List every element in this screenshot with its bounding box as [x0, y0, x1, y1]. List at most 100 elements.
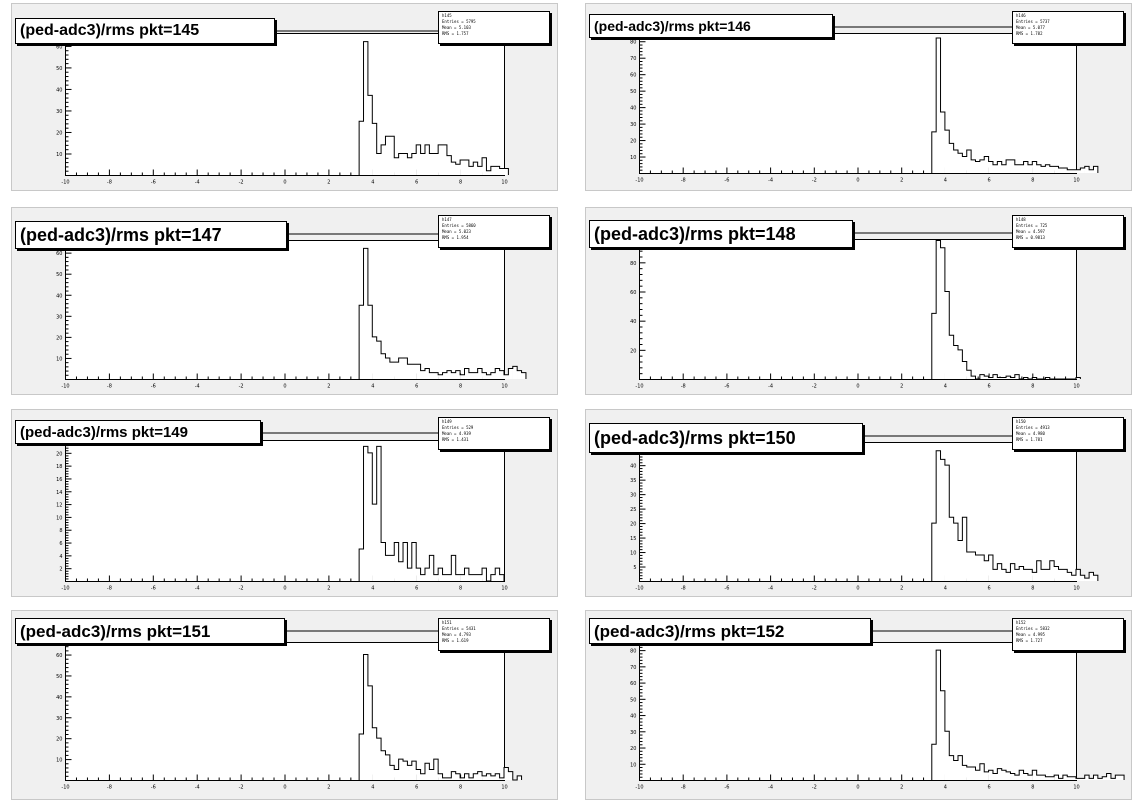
x-axis-tick-label: -8: [107, 180, 112, 186]
histogram-bin: [1080, 168, 1085, 173]
histogram-bin: [971, 767, 976, 780]
y-axis-tick-label: 8: [59, 528, 62, 534]
histogram-bin: [940, 459, 945, 581]
stats-name: h150: [1016, 419, 1026, 424]
histogram-pad-145: -10 -8 -6 -4 -2 0 2 4 6 8 10 10 20 30 40 50 60 (ped-adc3…: [11, 3, 558, 191]
x-axis-tick-label: 4: [944, 384, 947, 390]
x-axis-tick-label: 6: [415, 785, 418, 791]
histogram-bin: [455, 773, 461, 780]
x-axis-tick-label: 8: [1031, 586, 1034, 592]
stats-box: h151 Entries = 5431 Mean = 4.793 RMS = 1…: [438, 618, 550, 651]
histogram-bin: [464, 773, 469, 780]
histogram-bin: [367, 305, 373, 379]
histogram-bin: [1102, 776, 1107, 780]
histogram-title: (ped-adc3)/rms pkt=149: [15, 420, 261, 444]
histogram-bin: [438, 144, 443, 175]
histogram-bin: [367, 452, 373, 581]
histogram-bin: [958, 540, 963, 581]
histogram-bin: [1036, 164, 1042, 173]
histogram-bin: [1089, 778, 1094, 780]
x-axis-tick-label: 0: [283, 384, 286, 390]
histogram-bin: [486, 374, 491, 379]
histogram-bin: [438, 568, 443, 581]
x-axis-tick-label: 4: [371, 180, 374, 186]
histogram-bin: [1036, 775, 1042, 780]
y-axis-tick-label: 10: [630, 762, 636, 768]
stats-name: h145: [442, 13, 452, 18]
histogram-bin: [971, 552, 976, 581]
histogram-bin: [464, 368, 469, 379]
histogram-pad-147: -10 -8 -6 -4 -2 0 2 4 6 8 10 10 20 30 40 50 60 (ped-adc3…: [11, 207, 558, 395]
histogram-bin: [1062, 569, 1068, 581]
histogram-bin: [979, 374, 985, 379]
histogram-bin: [376, 738, 382, 780]
histogram-title: (ped-adc3)/rms pkt=148: [589, 220, 853, 248]
y-axis-tick-label: 60: [630, 73, 636, 79]
histogram-bin: [398, 759, 404, 780]
x-axis-tick-label: -4: [768, 178, 773, 184]
histogram-bin: [940, 690, 945, 780]
stats-entries: Entries = 5860: [442, 223, 476, 228]
histogram-bin: [429, 153, 434, 175]
x-axis-tick-label: -2: [239, 384, 244, 390]
y-axis-tick-label: 70: [630, 665, 636, 671]
histogram-bin: [1014, 569, 1020, 581]
histogram-title: (ped-adc3)/rms pkt=147: [15, 221, 287, 249]
x-axis-tick-label: -2: [812, 586, 817, 592]
histogram-bin: [971, 376, 976, 379]
histogram-plot: -10 -8 -6 -4 -2 0 2 4 6 8 10 2 4 6 8 10 12 14 16 18 20: [56, 432, 508, 592]
histogram-bin: [1076, 569, 1081, 581]
histogram-bin: [958, 755, 963, 780]
histogram-bin: [442, 372, 447, 379]
histogram-bin: [1014, 775, 1020, 780]
stats-mean: Mean = 5.077: [1016, 25, 1045, 30]
x-axis-tick-label: 2: [900, 384, 903, 390]
histogram-bin: [482, 775, 487, 780]
histogram-bin: [1089, 169, 1094, 173]
y-axis-tick-label: 80: [630, 261, 636, 267]
histogram-bin: [433, 759, 439, 780]
y-axis-tick-label: 60: [56, 251, 62, 257]
y-axis-tick-label: 70: [630, 56, 636, 62]
y-axis-tick-label: 2: [59, 567, 62, 573]
histogram-bin: [381, 750, 386, 780]
y-axis-tick-label: 10: [56, 356, 62, 362]
stats-box: h150 Entries = 4913 Mean = 4.980 RMS = 1…: [1012, 417, 1124, 450]
x-axis-tick-label: -6: [151, 180, 156, 186]
x-axis-tick-label: 8: [459, 180, 462, 186]
histogram-bin: [376, 446, 382, 581]
y-axis-tick-label: 12: [56, 503, 62, 509]
x-axis-tick-label: -10: [61, 180, 69, 186]
y-axis-tick-label: 60: [56, 653, 62, 659]
histogram-bin: [482, 157, 487, 175]
histogram-bins: [931, 37, 1098, 173]
histogram-bin: [416, 769, 421, 780]
histogram-bin: [499, 777, 504, 780]
plot-frame: [639, 239, 1077, 380]
histogram-bin: [442, 144, 447, 175]
x-axis-tick-label: 0: [856, 586, 859, 592]
x-axis-tick-label: 4: [371, 586, 374, 592]
histogram-bins: [931, 240, 1081, 379]
y-axis-tick-label: 20: [630, 746, 636, 752]
histogram-bin: [1010, 773, 1015, 780]
histogram-bin: [424, 568, 430, 581]
x-axis-tick-label: 10: [501, 785, 507, 791]
histogram-bin: [1093, 775, 1098, 780]
histogram-bin: [512, 366, 518, 379]
histogram-outline: [358, 445, 505, 582]
histogram-bin: [504, 168, 509, 175]
histogram-bin: [1036, 560, 1042, 581]
histogram-bin: [1010, 159, 1015, 173]
x-axis-tick-label: -2: [812, 178, 817, 184]
histogram-bin: [1019, 770, 1024, 780]
x-axis-tick-label: 4: [944, 586, 947, 592]
histogram-plot: -10 -8 -6 -4 -2 0 2 4 6 8 10 10 20 30 40 50 60: [56, 233, 527, 390]
histogram-bin: [1032, 572, 1037, 581]
x-axis-tick-label: -10: [635, 178, 643, 184]
histogram-bin: [420, 370, 425, 379]
histogram-pad-150: -10-8-6-4-2024681051015202530354045 (ped…: [585, 409, 1132, 597]
plot-frame: [65, 240, 505, 380]
x-axis-tick-label: 2: [327, 384, 330, 390]
histogram-bin: [385, 357, 390, 379]
